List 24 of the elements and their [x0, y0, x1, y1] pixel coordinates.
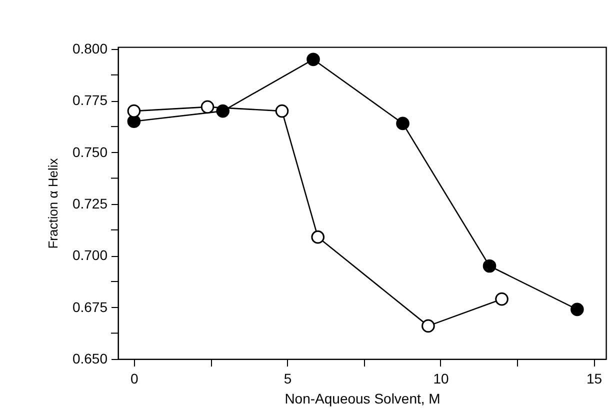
- x-tick-label: 15: [586, 370, 602, 386]
- y-tick-label: 0.775: [72, 92, 108, 108]
- point: [311, 230, 325, 244]
- x-tick-label: 5: [284, 370, 292, 386]
- point: [482, 259, 496, 273]
- y-tick-label: 0.750: [72, 144, 108, 160]
- point: [200, 100, 214, 114]
- point: [495, 292, 508, 306]
- x-tick-label: 0: [130, 370, 139, 386]
- point: [275, 104, 289, 118]
- point: [127, 104, 141, 118]
- x-tick-label: 10: [433, 370, 449, 386]
- y-axis-title: Fraction α Helix: [45, 158, 60, 249]
- point: [570, 302, 584, 316]
- point: [396, 116, 410, 130]
- y-tick-label: 0.675: [72, 298, 108, 315]
- point: [216, 104, 230, 118]
- y-tick-label: 0.700: [72, 247, 108, 264]
- y-tick-label: 0.725: [72, 196, 108, 212]
- y-tick-label: 0.650: [72, 350, 108, 366]
- y-tick-label: 0.800: [72, 40, 108, 57]
- x-axis-title: Non-Aqueous Solvent, M: [284, 390, 440, 406]
- point: [306, 52, 320, 66]
- point: [422, 319, 435, 333]
